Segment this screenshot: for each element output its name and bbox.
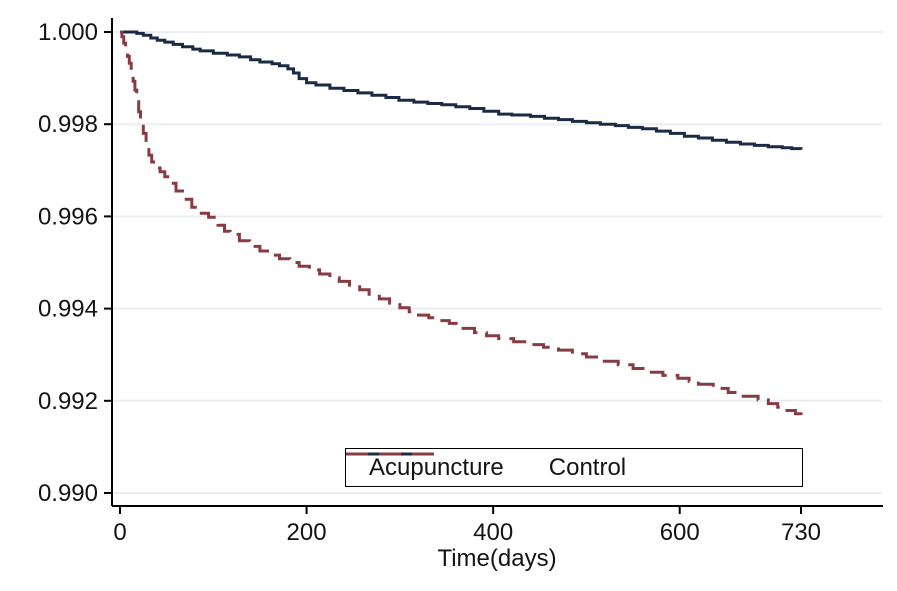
x-axis-title: Time(days)	[437, 545, 556, 572]
x-tick-label-730: 730	[781, 519, 821, 546]
legend-entry-control: Control	[346, 452, 627, 481]
x-tick-label-200: 200	[287, 519, 327, 546]
y-tick-label-0.996: 0.996	[38, 203, 98, 230]
x-tick-label-600: 600	[660, 519, 700, 546]
tick-marks	[104, 31, 802, 514]
legend: Acupuncture Control	[345, 448, 803, 487]
axes	[111, 18, 883, 507]
series-lines	[120, 30, 803, 416]
legend-label-control: Control	[548, 453, 627, 481]
y-tick-label-0.990: 0.990	[38, 480, 98, 507]
x-tick-label-400: 400	[473, 519, 513, 546]
y-tick-label-0.994: 0.994	[38, 296, 98, 323]
y-tick-label-0.998: 0.998	[38, 111, 98, 138]
x-tick-label-0: 0	[113, 519, 126, 546]
legend-entry-acupuncture: Acupuncture	[346, 452, 504, 481]
series-line-acupuncture	[120, 30, 803, 151]
tick-labels: 0.990 0.992 0.994 0.996 0.998 1.000 0 200 400 600…	[38, 19, 821, 546]
series-line-control	[120, 30, 803, 416]
y-tick-label-0.992: 0.992	[38, 388, 98, 415]
y-tick-label-1.000: 1.000	[38, 19, 98, 46]
gridlines	[113, 31, 882, 494]
control-line-sample	[346, 452, 434, 456]
legend-label-acupuncture: Acupuncture	[369, 453, 504, 481]
